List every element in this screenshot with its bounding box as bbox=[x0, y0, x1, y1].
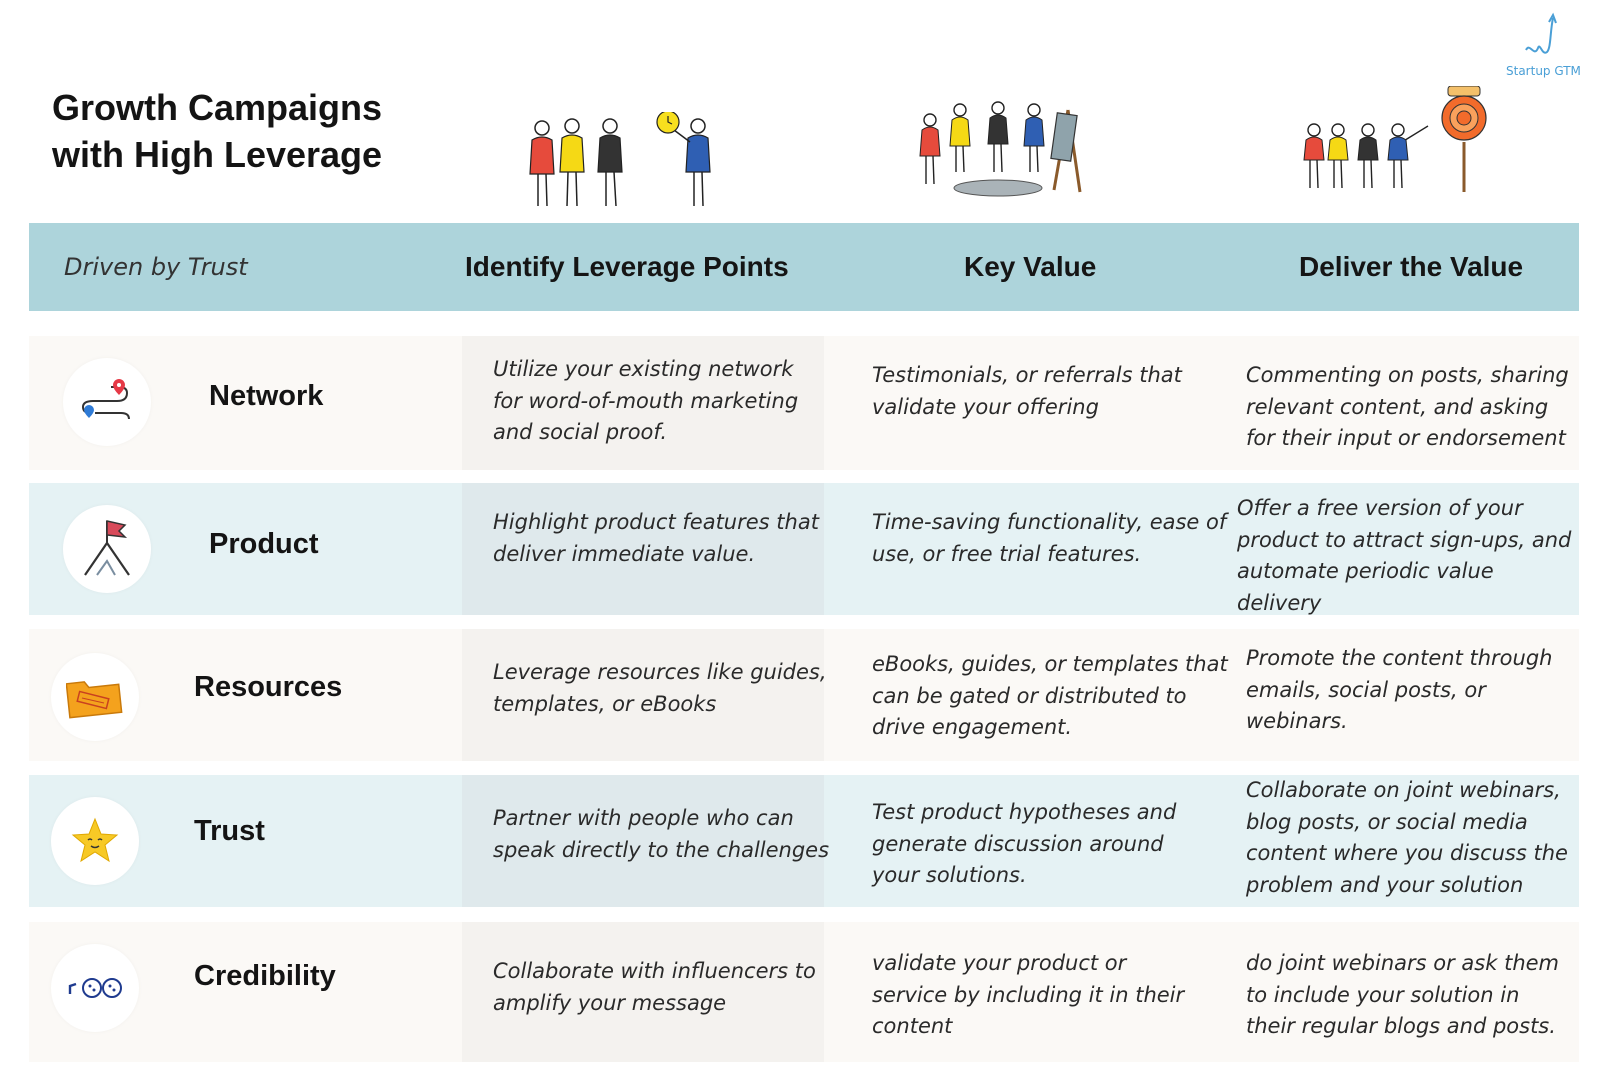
table-row-resources: Resources Leverage resources like guides… bbox=[29, 629, 1579, 761]
table-row-network: Network Utilize your existing network fo… bbox=[29, 336, 1579, 470]
people-lightbulb-illustration bbox=[529, 112, 711, 207]
cell-network-leverage: Utilize your existing network for word-o… bbox=[493, 357, 799, 444]
confidential-folder-icon bbox=[51, 653, 139, 741]
header-key-value: Key Value bbox=[964, 251, 1097, 282]
table-row-credibility: Credibility Collaborate with influencers… bbox=[29, 922, 1579, 1062]
megaphone-audience-icon bbox=[51, 944, 139, 1032]
cell-resources-leverage: Leverage resources like guides, template… bbox=[493, 660, 827, 716]
table-row-trust: Trust Partner with people who can speak … bbox=[29, 775, 1579, 907]
startup-gtm-logo: Startup GTM bbox=[1500, 12, 1600, 80]
cell-trust-deliver: Collaborate on joint webinars, blog post… bbox=[1246, 778, 1568, 897]
cell-product-deliver: Offer a free version of your product to … bbox=[1237, 496, 1572, 615]
page-title: Growth Campaigns with High Leverage bbox=[52, 84, 382, 178]
cell-credibility-leverage: Collaborate with influencers to amplify … bbox=[493, 959, 816, 1015]
cell-trust-value: Test product hypotheses and generate dis… bbox=[872, 800, 1177, 887]
header-identify-leverage-points: Identify Leverage Points bbox=[465, 251, 789, 282]
cell-product-leverage: Highlight product features that deliver … bbox=[493, 510, 819, 566]
title-line-2: with High Leverage bbox=[52, 134, 383, 175]
cell-credibility-value: validate your product or service by incl… bbox=[872, 951, 1185, 1038]
title-line-1: Growth Campaigns bbox=[52, 87, 383, 128]
header-driven-by-trust: Driven by Trust bbox=[64, 253, 248, 281]
row-label-trust: Trust bbox=[194, 815, 265, 847]
header-deliver-the-value: Deliver the Value bbox=[1299, 251, 1524, 282]
route-map-pins-icon bbox=[63, 358, 151, 446]
row-label-network: Network bbox=[209, 380, 324, 412]
cell-product-value: Time-saving functionality, ease of use, … bbox=[872, 510, 1227, 566]
brand-name: Startup GTM bbox=[1506, 64, 1581, 78]
cell-network-value: Testimonials, or referrals that validate… bbox=[872, 363, 1182, 419]
row-label-resources: Resources bbox=[194, 671, 343, 703]
smiling-star-icon bbox=[51, 797, 139, 885]
team-presentation-illustration bbox=[919, 101, 1082, 197]
cell-resources-value: eBooks, guides, or templates that can be… bbox=[872, 652, 1228, 739]
cell-trust-leverage: Partner with people who can speak direct… bbox=[493, 806, 830, 862]
cell-credibility-deliver: do joint webinars or ask them to include… bbox=[1246, 951, 1560, 1038]
row-label-product: Product bbox=[209, 528, 319, 560]
cell-network-deliver: Commenting on posts, sharing relevant co… bbox=[1246, 363, 1569, 450]
target-aim-illustration bbox=[1303, 86, 1487, 192]
table-row-product: Product Highlight product features that … bbox=[29, 483, 1579, 615]
cell-resources-deliver: Promote the content through emails, soci… bbox=[1246, 646, 1553, 733]
row-label-credibility: Credibility bbox=[194, 960, 336, 992]
growth-arrow-icon bbox=[1525, 12, 1557, 54]
column-header-band: Driven by Trust Identify Leverage Points… bbox=[29, 223, 1579, 311]
mountain-flag-icon bbox=[63, 505, 151, 593]
